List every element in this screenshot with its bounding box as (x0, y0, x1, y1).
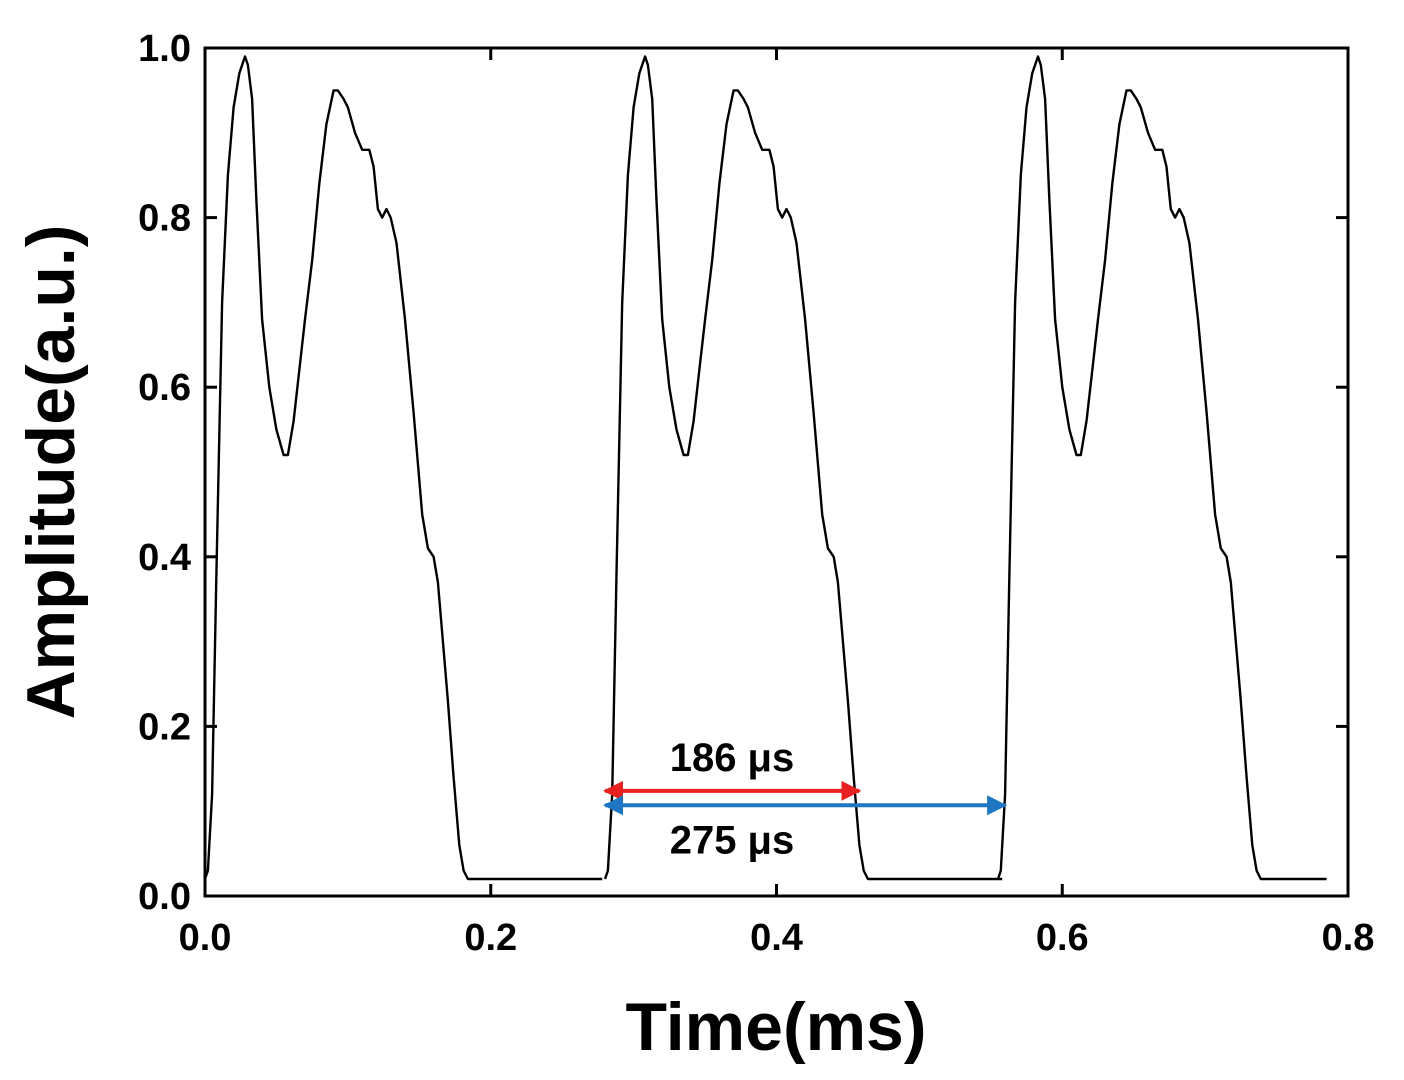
y-tick-label: 0.2 (138, 706, 191, 748)
signal-trace (203, 55, 603, 881)
series-layer (203, 55, 1327, 881)
signal-trace (996, 55, 1327, 881)
y-tick-label: 0.0 (138, 876, 191, 918)
y-axis-title: Amplitude(a.u.) (13, 225, 89, 720)
signal-trace (603, 55, 1003, 881)
y-tick-label: 1.0 (138, 28, 191, 70)
x-axis-title: Time(ms) (625, 989, 926, 1065)
y-tick-label: 0.8 (138, 198, 191, 240)
duration-label: 275 μs (670, 818, 795, 862)
x-tick-label: 0.0 (179, 917, 232, 959)
annotation-layer: 186 μs 275 μs (603, 736, 1008, 862)
x-tick-label: 0.4 (750, 917, 803, 959)
duration-label: 186 μs (670, 736, 795, 780)
x-tick-label: 0.6 (1036, 917, 1089, 959)
tick-labels: 0.0 0.2 0.4 0.6 0.8 0.0 0.2 0.4 0.6 0.8 1.0 (138, 28, 1374, 959)
y-tick-label: 0.4 (138, 537, 191, 579)
plot-frame (203, 46, 1350, 898)
y-tick-label: 0.6 (138, 367, 191, 409)
x-tick-label: 0.8 (1322, 917, 1375, 959)
x-tick-label: 0.2 (464, 917, 517, 959)
